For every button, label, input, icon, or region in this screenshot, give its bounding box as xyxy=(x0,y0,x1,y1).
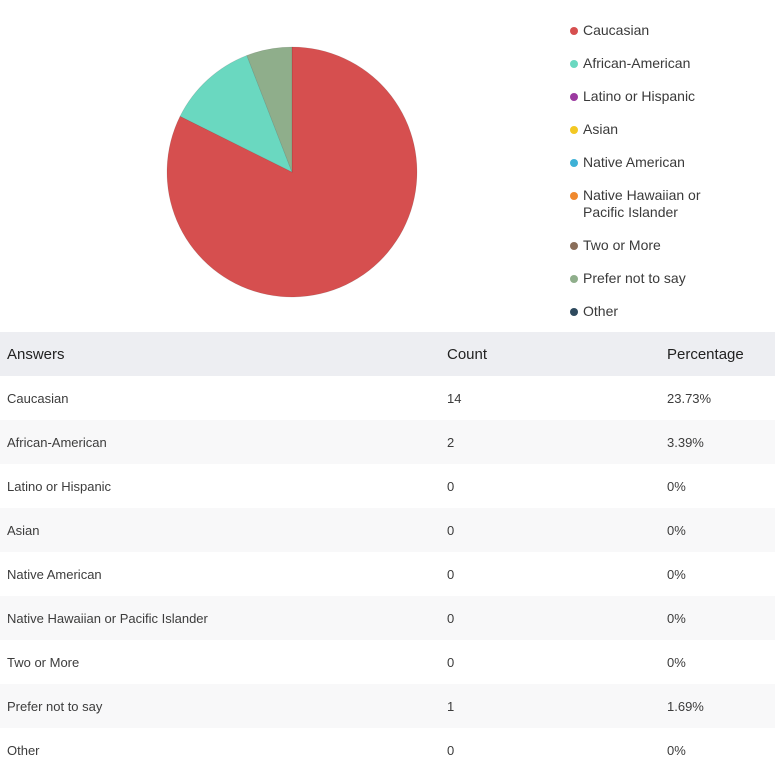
legend-label: African-American xyxy=(583,55,691,71)
legend-label: Native American xyxy=(583,154,685,170)
answer-cell: Latino or Hispanic xyxy=(0,464,440,508)
table-row: Two or More 0 0% xyxy=(0,640,775,684)
answer-cell: Native Hawaiian or Pacific Islander xyxy=(0,596,440,640)
answer-cell: Asian xyxy=(0,508,440,552)
percentage-cell: 0% xyxy=(660,508,775,552)
count-cell: 1 xyxy=(440,684,660,728)
answer-cell: African-American xyxy=(0,420,440,464)
legend-label: Other xyxy=(583,303,619,319)
legend-item-african-american[interactable]: African-American xyxy=(568,55,768,72)
table-row: Prefer not to say 1 1.69% xyxy=(0,684,775,728)
count-cell: 2 xyxy=(440,420,660,464)
pie-slice-caucasian[interactable] xyxy=(166,46,418,298)
legend-marker-icon xyxy=(570,308,578,316)
legend-marker-icon xyxy=(570,242,578,250)
legend-label: Asian xyxy=(583,121,619,137)
table-row: Other 0 0% xyxy=(0,728,775,772)
legend-label: Native Hawaiian or Pacific Islander xyxy=(583,187,701,220)
legend-marker-icon xyxy=(570,192,578,200)
table-row: Native American 0 0% xyxy=(0,552,775,596)
legend-item-latino-or-hispanic[interactable]: Latino or Hispanic xyxy=(568,88,768,105)
percentage-cell: 0% xyxy=(660,640,775,684)
legend-item-native-hawaiian-or-pacific-islander[interactable]: Native Hawaiian or Pacific Islander xyxy=(568,187,768,221)
count-cell: 0 xyxy=(440,728,660,772)
legend-item-prefer-not-to-say[interactable]: Prefer not to say xyxy=(568,270,768,287)
pie-chart xyxy=(166,46,418,298)
table-row: Caucasian 14 23.73% xyxy=(0,376,775,420)
count-cell: 0 xyxy=(440,508,660,552)
legend-marker-icon xyxy=(570,159,578,167)
legend-marker-icon xyxy=(570,93,578,101)
legend-label: Latino or Hispanic xyxy=(583,88,696,104)
answers-column-header[interactable]: Answers xyxy=(0,332,440,376)
count-cell: 0 xyxy=(440,552,660,596)
pie-slice-african-american[interactable] xyxy=(179,55,293,173)
legend-label: Caucasian xyxy=(583,22,650,38)
legend-item-other[interactable]: Other xyxy=(568,303,768,320)
pie-chart-area: Caucasian African-American Latino or His… xyxy=(0,0,775,332)
answer-cell: Two or More xyxy=(0,640,440,684)
percentage-cell: 0% xyxy=(660,464,775,508)
legend-marker-icon xyxy=(570,60,578,68)
legend-item-caucasian[interactable]: Caucasian xyxy=(568,22,768,39)
count-cell: 0 xyxy=(440,596,660,640)
legend-marker-icon xyxy=(570,27,578,35)
percentage-cell: 1.69% xyxy=(660,684,775,728)
legend-label: Prefer not to say xyxy=(583,270,686,286)
legend-item-asian[interactable]: Asian xyxy=(568,121,768,138)
pie-slice-prefer-not-to-say[interactable] xyxy=(246,46,293,173)
table-row: Latino or Hispanic 0 0% xyxy=(0,464,775,508)
count-cell: 14 xyxy=(440,376,660,420)
percentage-cell: 3.39% xyxy=(660,420,775,464)
answers-table: Answers Count Percentage Caucasian 14 23… xyxy=(0,332,775,772)
table-header-row: Answers Count Percentage xyxy=(0,332,775,376)
percentage-cell: 0% xyxy=(660,596,775,640)
legend-marker-icon xyxy=(570,126,578,134)
count-cell: 0 xyxy=(440,464,660,508)
answer-cell: Caucasian xyxy=(0,376,440,420)
table-row: Native Hawaiian or Pacific Islander 0 0% xyxy=(0,596,775,640)
answer-cell: Other xyxy=(0,728,440,772)
legend-item-two-or-more[interactable]: Two or More xyxy=(568,237,768,254)
percentage-cell: 0% xyxy=(660,552,775,596)
legend-label: Two or More xyxy=(583,237,661,253)
table-row: African-American 2 3.39% xyxy=(0,420,775,464)
percentage-column-header[interactable]: Percentage xyxy=(660,332,775,376)
chart-legend: Caucasian African-American Latino or His… xyxy=(568,22,768,336)
legend-marker-icon xyxy=(570,275,578,283)
count-cell: 0 xyxy=(440,640,660,684)
percentage-cell: 23.73% xyxy=(660,376,775,420)
table-row: Asian 0 0% xyxy=(0,508,775,552)
answer-cell: Native American xyxy=(0,552,440,596)
count-column-header[interactable]: Count xyxy=(440,332,660,376)
answer-cell: Prefer not to say xyxy=(0,684,440,728)
percentage-cell: 0% xyxy=(660,728,775,772)
legend-item-native-american[interactable]: Native American xyxy=(568,154,768,171)
